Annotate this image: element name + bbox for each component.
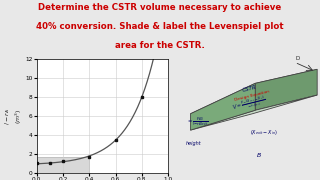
- Text: Design Equation: Design Equation: [235, 90, 270, 102]
- Polygon shape: [190, 95, 317, 130]
- Text: $V=\frac{F_{A0}(X_{exit}-X_{in})}{-r_A|_{exit}}$: $V=\frac{F_{A0}(X_{exit}-X_{in})}{-r_A|_…: [231, 94, 268, 114]
- Text: 40% conversion. Shade & label the Levenspiel plot: 40% conversion. Shade & label the Levens…: [36, 22, 284, 31]
- Polygon shape: [190, 83, 255, 130]
- Text: area for the CSTR.: area for the CSTR.: [115, 41, 205, 50]
- Polygon shape: [190, 69, 317, 114]
- Text: $=\frac{F_{A0}}{(-r_A)_{exit}}$: $=\frac{F_{A0}}{(-r_A)_{exit}}$: [186, 115, 209, 128]
- Text: CSTR: CSTR: [242, 85, 257, 93]
- Text: $(X_{exit}-X_{in})$: $(X_{exit}-X_{in})$: [250, 128, 277, 137]
- Bar: [37, 157, 89, 173]
- Text: Determine the CSTR volume necessary to achieve: Determine the CSTR volume necessary to a…: [38, 3, 282, 12]
- Y-axis label: $F_{A0}$
$/-r_A$
$(m^3)$: $F_{A0}$ $/-r_A$ $(m^3)$: [0, 108, 24, 125]
- Text: height: height: [186, 141, 202, 146]
- Text: D: D: [295, 56, 300, 61]
- Polygon shape: [255, 69, 317, 110]
- Text: B: B: [257, 153, 261, 158]
